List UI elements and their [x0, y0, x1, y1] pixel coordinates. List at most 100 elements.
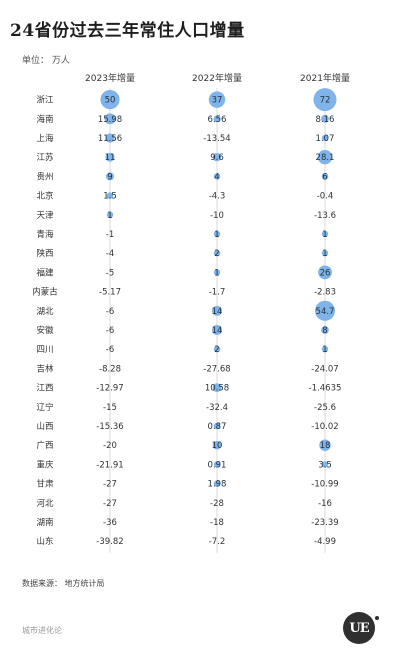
- province-label: 四川: [36, 345, 53, 355]
- province-label: 江苏: [36, 152, 54, 163]
- province-label: 安徽: [36, 325, 54, 336]
- value-label: 6.56: [208, 115, 227, 125]
- value-bubble: [319, 439, 331, 451]
- value-label: 1: [214, 230, 219, 240]
- value-label: 9: [107, 172, 112, 182]
- value-bubble: [213, 346, 221, 353]
- value-bubble: [211, 324, 223, 336]
- value-label: -27: [103, 480, 117, 490]
- province-label: 江西: [36, 384, 53, 394]
- value-label: 2: [214, 249, 219, 259]
- column-header: 2023年增量: [85, 72, 135, 84]
- value-label: 4: [214, 172, 219, 182]
- value-label: -10.99: [311, 480, 338, 490]
- value-label: -18: [210, 518, 224, 528]
- value-label: -25.6: [314, 403, 336, 413]
- province-label: 天津: [36, 210, 54, 221]
- value-bubble: [213, 250, 221, 257]
- value-label: 8.16: [316, 115, 335, 125]
- value-bubble: [212, 383, 222, 393]
- value-label: -23.39: [311, 518, 338, 528]
- value-bubble: [321, 230, 329, 238]
- value-label: -1.4635: [309, 384, 342, 394]
- value-label: -16: [318, 499, 332, 509]
- province-label: 北京: [36, 191, 53, 202]
- brand-logo: UE: [343, 612, 379, 644]
- value-label: -6: [106, 307, 114, 317]
- province-label: 贵州: [36, 171, 53, 182]
- value-label: -27: [103, 499, 117, 509]
- value-label: 11: [105, 153, 116, 163]
- value-label: -0.4: [317, 192, 334, 202]
- province-label: 湖北: [36, 307, 54, 317]
- province-label: 吉林: [36, 363, 54, 374]
- value-bubble: [106, 192, 114, 199]
- value-bubble: [321, 114, 329, 123]
- value-label: -10: [210, 211, 224, 221]
- value-label: 10.58: [205, 384, 229, 394]
- province-label: 山西: [36, 421, 53, 432]
- value-label: 3.5: [318, 460, 332, 470]
- value-bubble: [321, 250, 329, 257]
- value-label: 54.7: [316, 307, 335, 317]
- province-label: 福建: [36, 267, 54, 278]
- value-label: -7.2: [209, 537, 226, 547]
- value-label: -13.54: [203, 134, 230, 144]
- value-label: 11.56: [98, 134, 122, 144]
- value-label: 2: [214, 345, 219, 355]
- value-bubble: [105, 133, 115, 143]
- value-bubble: [318, 265, 332, 280]
- value-label: -32.4: [206, 403, 228, 413]
- value-bubble: [317, 150, 333, 165]
- value-label: 10: [212, 441, 223, 451]
- value-label: 14: [212, 307, 223, 317]
- value-label: -4.99: [314, 537, 336, 547]
- province-label: 海南: [36, 114, 53, 125]
- value-label: -20: [103, 441, 117, 451]
- province-label: 内蒙古: [32, 287, 58, 298]
- value-label: -2.83: [314, 288, 336, 298]
- value-label: -24.07: [311, 364, 338, 374]
- logo-dot: [375, 616, 379, 620]
- value-bubble: [106, 211, 114, 218]
- value-bubble: [213, 230, 221, 238]
- value-label: -12.97: [96, 384, 123, 394]
- province-label: 河北: [36, 498, 54, 509]
- value-label: -28: [210, 499, 224, 509]
- value-label: 14: [212, 326, 223, 336]
- value-label: 18: [320, 441, 331, 451]
- value-bubble: [321, 346, 329, 353]
- value-label: 28.1: [316, 153, 335, 163]
- value-label: 8: [322, 326, 327, 336]
- value-bubble: [213, 422, 221, 430]
- value-label: 0.87: [208, 422, 227, 432]
- value-label: 1.98: [208, 480, 227, 490]
- value-label: -4: [106, 249, 114, 259]
- value-label: 1.07: [316, 134, 335, 144]
- value-bubble: [213, 461, 221, 468]
- value-label: 50: [105, 96, 116, 106]
- value-bubble: [321, 134, 329, 142]
- value-label: 1: [322, 249, 327, 259]
- value-label: -1: [106, 230, 114, 240]
- column-header: 2021年增量: [300, 72, 350, 84]
- value-label: 1.5: [103, 192, 117, 202]
- province-label: 浙江: [36, 95, 54, 106]
- province-label: 广西: [36, 440, 53, 451]
- value-bubble: [213, 115, 221, 123]
- province-label: 重庆: [36, 459, 54, 470]
- province-label: 青海: [36, 229, 54, 240]
- value-bubble: [213, 480, 221, 487]
- page-title: 24省份过去三年常住人口增量: [10, 21, 245, 41]
- value-bubble: [321, 326, 329, 334]
- province-label: 甘肃: [36, 479, 54, 490]
- value-bubble: [104, 113, 116, 125]
- value-label: -1.7: [209, 288, 226, 298]
- province-label: 山东: [36, 536, 53, 547]
- value-bubble: [313, 88, 337, 112]
- value-label: -13.6: [314, 211, 336, 221]
- value-label: -4.3: [209, 192, 226, 202]
- value-label: 0.91: [208, 460, 227, 470]
- value-label: -6: [106, 326, 114, 336]
